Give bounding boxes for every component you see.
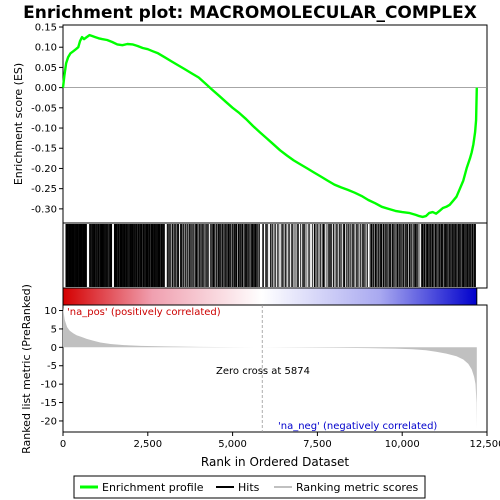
legend-label-hits: Hits (238, 481, 260, 494)
metric-y-axis: 10 5 0 -5 -10 -15 -20 (41, 306, 63, 427)
es-y-tick-label: 0.00 (35, 83, 57, 94)
metric-y-tick-label: 0 (51, 343, 57, 354)
metric-y-axis-label: Ranked list metric (PreRanked) (20, 284, 33, 454)
x-tick-label: 2,500 (133, 439, 162, 450)
x-tick-label: 0 (60, 439, 66, 450)
legend-frame (73, 475, 426, 499)
es-y-axis-label: Enrichment score (ES) (12, 63, 25, 185)
pos-correlated-label: 'na_pos' (positively correlated) (67, 307, 221, 318)
es-panel-frame (62, 24, 488, 224)
es-y-tick-label: -0.15 (31, 144, 57, 155)
x-tick-label: 7,500 (303, 439, 332, 450)
metric-y-tick-label: -20 (41, 416, 57, 427)
x-axis: 0 2,500 5,000 7,500 10,000 12,500 (60, 432, 500, 450)
ranking-heatmap-strip (62, 287, 478, 306)
legend: Enrichment profile Hits Ranking metric s… (73, 475, 426, 499)
es-y-tick-label: 0.05 (35, 63, 57, 74)
es-y-tick-label: -0.20 (31, 164, 57, 175)
es-y-tick-label: 0.15 (35, 23, 57, 34)
x-axis-label: Rank in Ordered Dataset (201, 455, 349, 469)
es-y-tick-label: -0.05 (31, 103, 57, 114)
x-tick-label: 10,000 (385, 439, 420, 450)
metric-y-tick-label: -10 (41, 380, 57, 391)
es-y-tick-label: -0.10 (31, 124, 57, 135)
legend-label-ranking-metric: Ranking metric scores (296, 481, 418, 494)
legend-label-enrichment-profile: Enrichment profile (102, 481, 204, 494)
es-y-tick-label: -0.25 (31, 184, 57, 195)
chart-title: Enrichment plot: MACROMOLECULAR_COMPLEX (23, 3, 477, 23)
metric-y-tick-label: -5 (47, 361, 57, 372)
metric-y-tick-label: 10 (44, 306, 57, 317)
es-y-tick-label: 0.10 (35, 43, 57, 54)
es-y-axis: 0.15 0.10 0.05 0.00 -0.05 -0.10 -0.15 -0.20 -0.2… (31, 23, 63, 215)
metric-y-tick-label: 5 (51, 324, 57, 335)
es-y-tick-label: -0.30 (31, 204, 57, 215)
neg-correlated-label: 'na_neg' (negatively correlated) (278, 421, 437, 432)
enrichment-profile-line (61, 33, 478, 219)
metric-y-tick-label: -15 (41, 398, 57, 409)
zero-cross-label: Zero cross at 5874 (216, 366, 310, 377)
metric-panel-frame (62, 304, 488, 433)
hit-marks (65, 224, 476, 287)
x-tick-label: 12,500 (470, 439, 500, 450)
x-tick-label: 5,000 (218, 439, 247, 450)
